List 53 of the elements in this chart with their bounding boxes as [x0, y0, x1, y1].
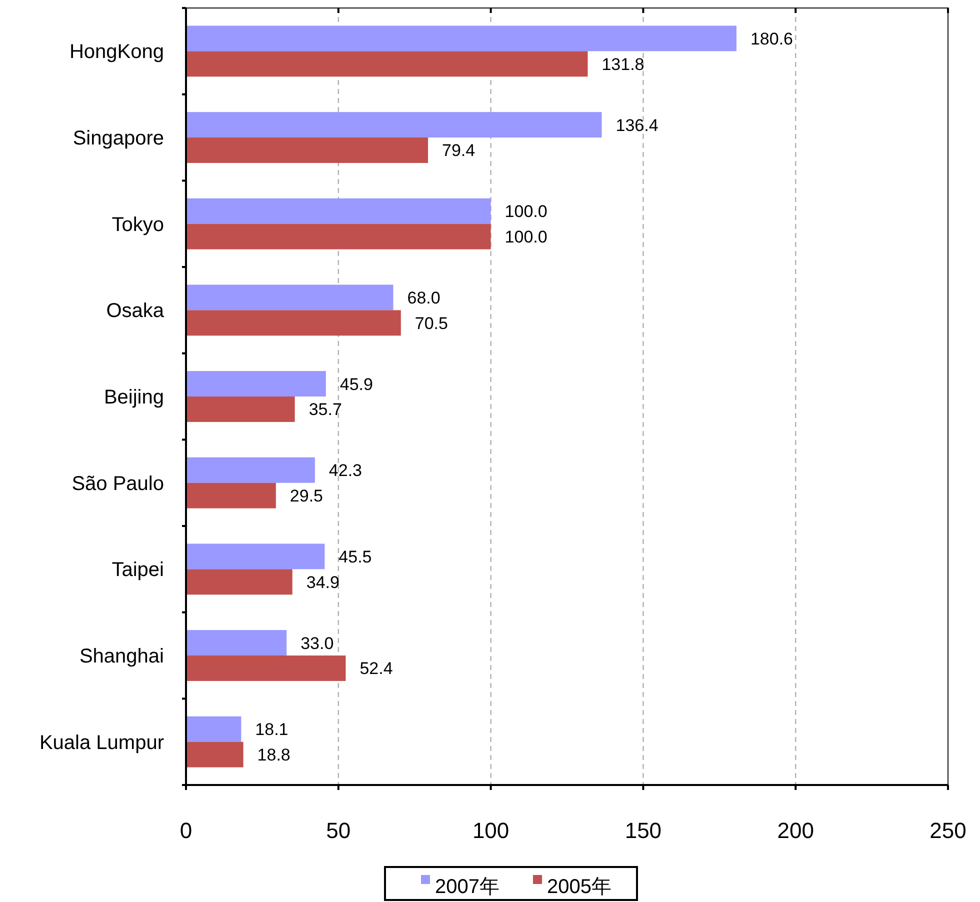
legend-label: 2005年 — [547, 876, 612, 898]
y-tick-label: Kuala Lumpur — [39, 732, 164, 754]
bar — [186, 224, 491, 250]
data-label: 33.0 — [300, 634, 334, 653]
data-label: 68.0 — [407, 288, 440, 308]
bar — [186, 482, 276, 508]
x-tick-label: 150 — [624, 818, 662, 843]
y-tick-label: Taipei — [112, 559, 164, 582]
data-label: 180.6 — [750, 29, 794, 48]
bar — [186, 26, 736, 52]
bar — [186, 544, 325, 570]
legend-label: 2007年 — [435, 876, 500, 898]
bar — [186, 630, 287, 656]
data-label: 18.1 — [255, 720, 288, 740]
bar — [186, 310, 401, 336]
x-tick-label: 0 — [180, 818, 192, 843]
y-tick-label: Tokyo — [112, 214, 164, 236]
data-label: 45.5 — [338, 547, 372, 566]
y-tick-label: São Paulo — [72, 472, 164, 495]
y-tick-label: Singapore — [72, 128, 164, 150]
bar — [186, 569, 292, 595]
y-tick-label: Beijing — [104, 386, 164, 408]
data-label: 70.5 — [414, 314, 448, 333]
data-label: 100.0 — [504, 228, 548, 247]
data-label: 100.0 — [504, 202, 548, 222]
data-label: 79.4 — [442, 141, 476, 160]
bar — [186, 198, 491, 224]
y-tick-label: Osaka — [106, 300, 165, 322]
bar — [186, 284, 394, 310]
bar — [186, 742, 244, 768]
bar — [186, 371, 326, 396]
x-tick-label: 250 — [930, 818, 966, 843]
bar — [186, 112, 602, 138]
bar — [186, 396, 295, 422]
data-label: 35.7 — [308, 400, 342, 420]
bar — [186, 457, 315, 483]
data-label: 18.8 — [257, 746, 290, 765]
y-tick-label: HongKong — [69, 41, 164, 64]
x-tick-label: 100 — [472, 818, 510, 843]
y-tick-label: Shanghai — [79, 646, 164, 668]
data-label: 52.4 — [360, 659, 393, 678]
data-label: 42.3 — [328, 461, 362, 480]
data-label: 34.9 — [306, 572, 340, 592]
data-label: 131.8 — [602, 54, 644, 74]
x-tick-label: 200 — [777, 818, 814, 843]
bar — [186, 138, 428, 163]
data-label: 45.9 — [340, 374, 373, 394]
data-label: 29.5 — [290, 486, 324, 506]
bar — [186, 51, 588, 77]
bar — [186, 656, 346, 681]
bar — [186, 716, 242, 742]
x-tick-label: 50 — [326, 818, 351, 843]
data-label: 136.4 — [616, 116, 658, 135]
